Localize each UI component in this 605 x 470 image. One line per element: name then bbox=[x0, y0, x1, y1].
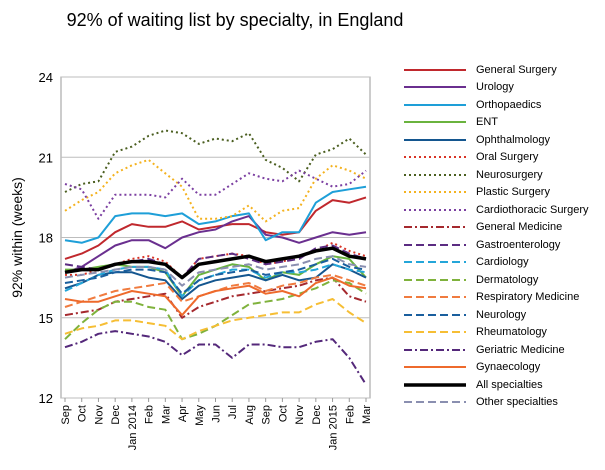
legend-item-other-specialties: Other specialties bbox=[404, 394, 589, 412]
legend-item-general-surgery: General Surgery bbox=[404, 61, 589, 79]
legend-item-plastic-surgery: Plastic Surgery bbox=[404, 184, 589, 202]
legend-swatch bbox=[404, 313, 466, 316]
y-axis-label: 92% within (weeks) bbox=[9, 177, 25, 298]
plot-area: 12 15 18 21 24 Sep Oct Nov Dec Jan 2014 Feb Mar Apr M… bbox=[9, 70, 373, 450]
x-tick-label: Nov bbox=[294, 405, 306, 425]
legend-item-neurosurgery: Neurosurgery bbox=[404, 166, 589, 184]
y-tick-label: 21 bbox=[39, 150, 53, 165]
x-tick-label: May bbox=[194, 405, 206, 426]
x-tick-label: Oct bbox=[77, 405, 89, 422]
legend-label: General Medicine bbox=[476, 221, 563, 234]
legend-swatch bbox=[404, 226, 466, 229]
legend-label: Neurosurgery bbox=[476, 168, 543, 181]
x-tick-label: Mar bbox=[361, 405, 373, 424]
legend-swatch bbox=[404, 156, 466, 159]
legend-item-cardiology: Cardiology bbox=[404, 254, 589, 272]
legend-swatch bbox=[404, 103, 466, 106]
x-tick-label: Jan 2014 bbox=[127, 405, 139, 450]
x-tick-label: Sep bbox=[261, 405, 273, 425]
legend-item-gynaecology: Gynaecology bbox=[404, 359, 589, 377]
legend-label: Geriatric Medicine bbox=[476, 343, 565, 356]
y-tick-label: 18 bbox=[39, 231, 53, 246]
legend-label: Gastroenterology bbox=[476, 238, 561, 251]
legend-label: General Surgery bbox=[476, 63, 557, 76]
series-line-orthopaedics bbox=[64, 185, 367, 244]
legend-label: Orthopaedics bbox=[476, 98, 542, 111]
y-tick-label: 15 bbox=[39, 311, 53, 326]
legend-label: Respiratory Medicine bbox=[476, 291, 580, 304]
legend-swatch bbox=[404, 383, 466, 387]
legend-item-oral-surgery: Oral Surgery bbox=[404, 149, 589, 167]
x-tick-label: Dec bbox=[311, 405, 323, 425]
legend-item-geriatric-medicine: Geriatric Medicine bbox=[404, 341, 589, 359]
legend-label: Cardiothoracic Surgery bbox=[476, 203, 589, 216]
legend-item-general-medicine: General Medicine bbox=[404, 219, 589, 237]
legend-label: Urology bbox=[476, 81, 514, 94]
legend-item-all-specialties: All specialties bbox=[404, 376, 589, 394]
legend-label: ENT bbox=[476, 116, 498, 129]
series-line-rheumatology bbox=[64, 298, 367, 341]
legend-swatch bbox=[404, 138, 466, 141]
legend-swatch bbox=[404, 278, 466, 281]
legend-swatch bbox=[404, 191, 466, 194]
series-line-urology bbox=[64, 215, 367, 274]
x-tick-label: Apr bbox=[177, 405, 189, 422]
legend-swatch bbox=[404, 68, 466, 71]
series-line-gynaecology bbox=[64, 276, 367, 317]
x-tick-label: Jan 2015 bbox=[328, 405, 340, 450]
legend-item-ophthalmology: Ophthalmology bbox=[404, 131, 589, 149]
legend-swatch bbox=[404, 366, 466, 369]
legend-label: Oral Surgery bbox=[476, 151, 539, 164]
x-tick-label: Mar bbox=[160, 405, 172, 424]
legend-swatch bbox=[404, 173, 466, 176]
x-tick-label: Aug bbox=[244, 405, 256, 425]
x-tick-label: Dec bbox=[110, 405, 122, 425]
legend-item-neurology: Neurology bbox=[404, 306, 589, 324]
legend-label: Plastic Surgery bbox=[476, 186, 550, 199]
legend: General Surgery Urology Orthopaedics ENT Oph… bbox=[404, 61, 589, 411]
legend-swatch bbox=[404, 243, 466, 246]
x-tick-label: Jun bbox=[211, 405, 223, 423]
legend-label: Ophthalmology bbox=[476, 133, 550, 146]
legend-swatch bbox=[404, 208, 466, 211]
legend-swatch bbox=[404, 401, 466, 404]
legend-item-cardiothoracic-surgery: Cardiothoracic Surgery bbox=[404, 201, 589, 219]
chart-title: 92% of waiting list by specialty, in Eng… bbox=[66, 10, 404, 30]
legend-label: All specialties bbox=[476, 378, 543, 391]
legend-swatch bbox=[404, 331, 466, 334]
x-tick-label: Sep bbox=[60, 405, 72, 425]
x-tick-label: Jul bbox=[227, 405, 239, 419]
legend-label: Rheumatology bbox=[476, 326, 547, 339]
x-tick-label: Oct bbox=[277, 405, 289, 422]
series-line-general-surgery bbox=[64, 196, 367, 260]
legend-item-gastroenterology: Gastroenterology bbox=[404, 236, 589, 254]
legend-item-orthopaedics: Orthopaedics bbox=[404, 96, 589, 114]
x-tick-label: Nov bbox=[93, 405, 105, 425]
legend-item-respiratory-medicine: Respiratory Medicine bbox=[404, 289, 589, 307]
series-line-plastic-surgery bbox=[64, 158, 367, 223]
legend-item-dermatology: Dermatology bbox=[404, 271, 589, 289]
y-tick-label: 12 bbox=[39, 391, 53, 406]
legend-swatch bbox=[404, 348, 466, 351]
x-tick-label: Feb bbox=[144, 405, 156, 424]
legend-item-urology: Urology bbox=[404, 79, 589, 97]
series-line-other-specialties bbox=[64, 255, 367, 287]
legend-label: Gynaecology bbox=[476, 361, 541, 374]
series-line-all-specialties bbox=[64, 246, 367, 280]
series-line-cardiothoracic-surgery bbox=[64, 169, 367, 220]
series-line-geriatric-medicine bbox=[64, 330, 367, 386]
legend-swatch bbox=[404, 296, 466, 299]
legend-label: Neurology bbox=[476, 308, 527, 321]
legend-swatch bbox=[404, 86, 466, 89]
legend-swatch bbox=[404, 121, 466, 124]
legend-item-ent: ENT bbox=[404, 114, 589, 132]
x-tick-label: Feb bbox=[344, 405, 356, 424]
legend-label: Cardiology bbox=[476, 256, 529, 269]
legend-label: Dermatology bbox=[476, 273, 539, 286]
legend-item-rheumatology: Rheumatology bbox=[404, 324, 589, 342]
series-line-neurology bbox=[64, 257, 367, 295]
legend-label: Other specialties bbox=[476, 396, 558, 409]
y-tick-label: 24 bbox=[39, 70, 53, 85]
legend-swatch bbox=[404, 261, 466, 264]
